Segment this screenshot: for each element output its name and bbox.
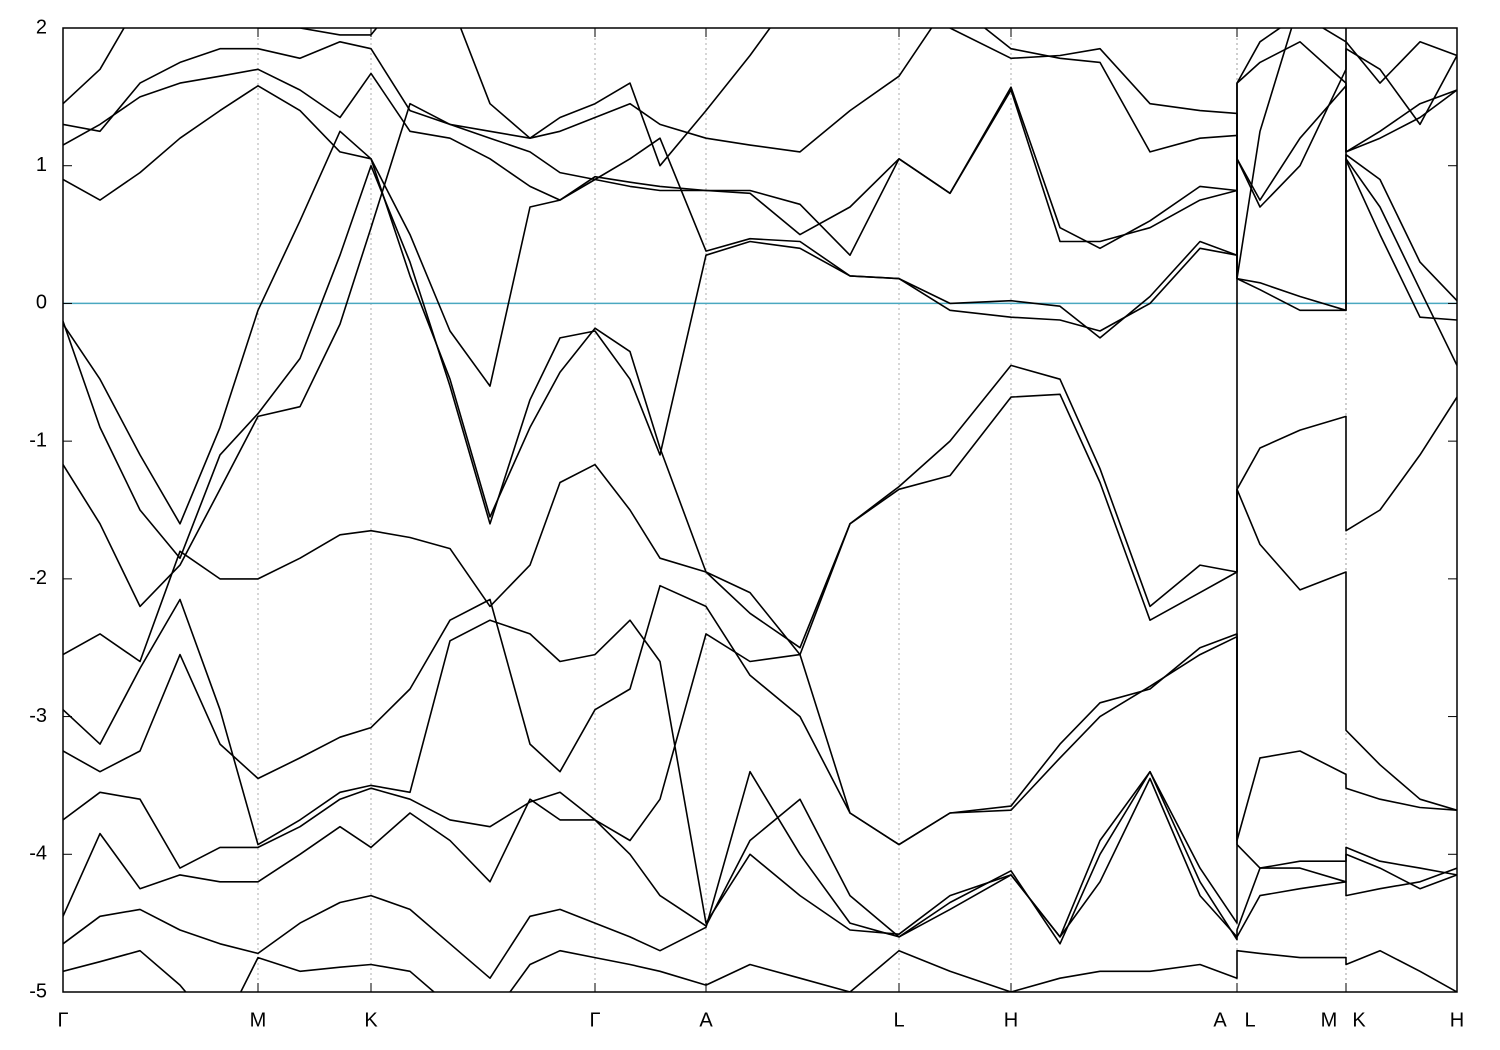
x-tick-label: L: [1244, 1009, 1255, 1031]
y-tick-label: -5: [29, 980, 47, 1002]
x-tick-label: K: [1352, 1009, 1366, 1031]
band: [63, 584, 1457, 846]
x-tick-label: H: [1004, 1009, 1018, 1031]
y-tick-label: 1: [36, 154, 47, 176]
x-tick-label: Γ: [57, 1009, 68, 1031]
band: [63, 28, 1457, 208]
x-tick-label: A: [699, 1009, 713, 1031]
y-tick-label: 0: [36, 292, 47, 314]
band: [63, 28, 1457, 280]
y-tick-label: 2: [36, 16, 47, 38]
y-tick-label: -3: [29, 705, 47, 727]
band: [63, 89, 1457, 608]
band: [63, 41, 1457, 387]
x-tick-label: M: [250, 1009, 267, 1031]
band: [63, 770, 1457, 979]
y-tick-label: -2: [29, 567, 47, 589]
x-tick-label: A: [1213, 1009, 1227, 1031]
band: [63, 633, 1457, 876]
x-tick-label: K: [364, 1009, 378, 1031]
y-tick-label: -1: [29, 429, 47, 451]
band: [63, 393, 1457, 663]
band: [63, 158, 1457, 559]
band: [63, 949, 1457, 992]
x-tick-label: M: [1321, 1009, 1338, 1031]
band: [63, 488, 1457, 938]
x-tick-label: L: [893, 1009, 904, 1031]
x-tick-label: Γ: [589, 1009, 600, 1031]
plot-frame: [62, 27, 1458, 993]
band: [63, 28, 1457, 256]
y-tick-label: -4: [29, 843, 47, 865]
x-tick-label: H: [1450, 1009, 1464, 1031]
band: [63, 85, 1457, 656]
